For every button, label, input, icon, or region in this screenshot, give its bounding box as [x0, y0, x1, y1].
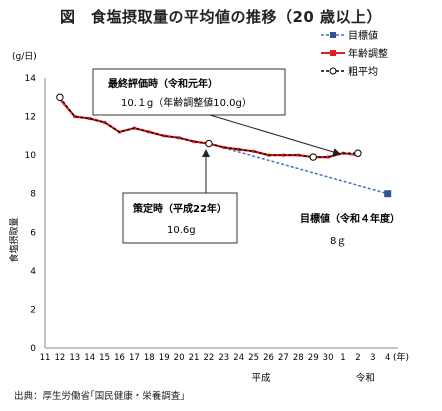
age-adjusted-point [88, 117, 92, 120]
x-tick-label: 13 [69, 353, 80, 363]
x-tick-label: 11 [40, 353, 51, 363]
age-adjusted-point [147, 130, 151, 134]
legend-item-crude-average: 粗平均 [321, 66, 378, 78]
y-tick-label: 10 [25, 151, 37, 161]
x-tick-label: 25 [248, 353, 259, 363]
age-adjusted-point [222, 145, 226, 149]
annotation-baseline-text: 10.6g [167, 225, 196, 236]
x-tick-label: 20 [174, 353, 185, 363]
y-axis-unit: (g/日) [12, 51, 37, 62]
age-adjusted-point [326, 155, 330, 159]
x-tick-label: 1 [340, 353, 345, 363]
age-adjusted-point [177, 136, 181, 140]
annotation-baseline: 策定時（平成22年） 10.6g [122, 149, 238, 244]
x-tick-label: 21 [189, 353, 200, 363]
age-adjusted-point [73, 115, 77, 119]
x-tick-label: 4 [385, 353, 390, 363]
legend-label-crude-average: 粗平均 [348, 66, 378, 78]
annotation-target: 目標値（令和４年度） 8ｇ [300, 212, 400, 247]
y-tick-label: 2 [30, 305, 36, 315]
age-adjusted-point [281, 153, 285, 157]
y-axis-label: 食塩摂取量 [8, 217, 20, 262]
legend: 目標値 年齢調整 粗平均 [321, 29, 388, 78]
crude-average-point [56, 93, 64, 101]
annotation-final-evaluation: 最終評価時（令和元年） 10.１g（年齢調整値10.0g） [92, 68, 341, 156]
x-tick-label: 15 [99, 353, 110, 363]
y-tick-label: 8 [30, 190, 36, 200]
x-axis-unit: (年) [393, 351, 409, 363]
x-tick-label: 24 [233, 353, 244, 363]
x-tick-label: 2 [355, 353, 360, 363]
chart-title: 図 食塩摂取量の平均値の推移（20 歳以上） [59, 8, 383, 26]
era-label: 平成 [252, 372, 272, 384]
legend-label-target: 目標値 [348, 29, 378, 42]
age-adjusted-point [103, 120, 107, 124]
legend-item-age-adjusted: 年齢調整 [321, 47, 388, 60]
x-tick-label: 26 [263, 353, 274, 363]
age-adjusted-point [296, 153, 300, 157]
y-tick-label: 12 [25, 113, 36, 123]
x-tick-label: 23 [218, 353, 229, 363]
target-point [384, 190, 392, 198]
age-adjusted-point [192, 140, 196, 144]
series-line-target [208, 142, 388, 195]
y-tick-label: 4 [30, 267, 36, 277]
x-tick-label: 16 [114, 353, 125, 363]
annotation-final-text: 10.１g（年齢調整値10.0g） [121, 96, 252, 109]
era-label: 令和 [356, 372, 375, 384]
y-tick-label: 6 [30, 228, 36, 238]
x-tick-label: 30 [323, 353, 334, 363]
age-adjusted-point [162, 134, 166, 138]
series-line-crude-average [59, 96, 358, 158]
x-tick-label: 12 [54, 353, 65, 363]
age-adjusted-point [267, 153, 270, 157]
age-adjusted-point [252, 149, 256, 153]
annotation-target-title: 目標値（令和４年度） [300, 212, 400, 225]
annotation-final-title: 最終評価時（令和元年） [108, 77, 218, 90]
x-tick-label: 28 [293, 353, 304, 363]
x-tick-label: 14 [84, 353, 95, 363]
x-tick-label: 29 [308, 353, 319, 363]
legend-label-age-adjusted: 年齢調整 [348, 47, 388, 60]
x-tick-label: 3 [370, 353, 375, 363]
age-adjusted-point [237, 147, 241, 151]
annotation-baseline-title: 策定時（平成22年） [133, 202, 227, 215]
x-tick-label: 18 [144, 353, 155, 363]
y-tick-label: 14 [25, 74, 37, 84]
crude-average-point [205, 139, 213, 148]
crude-average-point [354, 149, 362, 157]
x-tick-label: 17 [129, 353, 140, 363]
annotation-target-text: 8ｇ [330, 236, 346, 247]
legend-item-target: 目標値 [321, 29, 378, 42]
crude-average-point [309, 153, 317, 161]
x-tick-label: 22 [203, 353, 214, 363]
x-tick-label: 27 [278, 353, 289, 363]
y-tick-label: 0 [30, 344, 36, 354]
x-tick-label: 19 [159, 353, 170, 363]
source-note: 出典：厚生労働省｢国民健康・栄養調査｣ [14, 391, 186, 402]
